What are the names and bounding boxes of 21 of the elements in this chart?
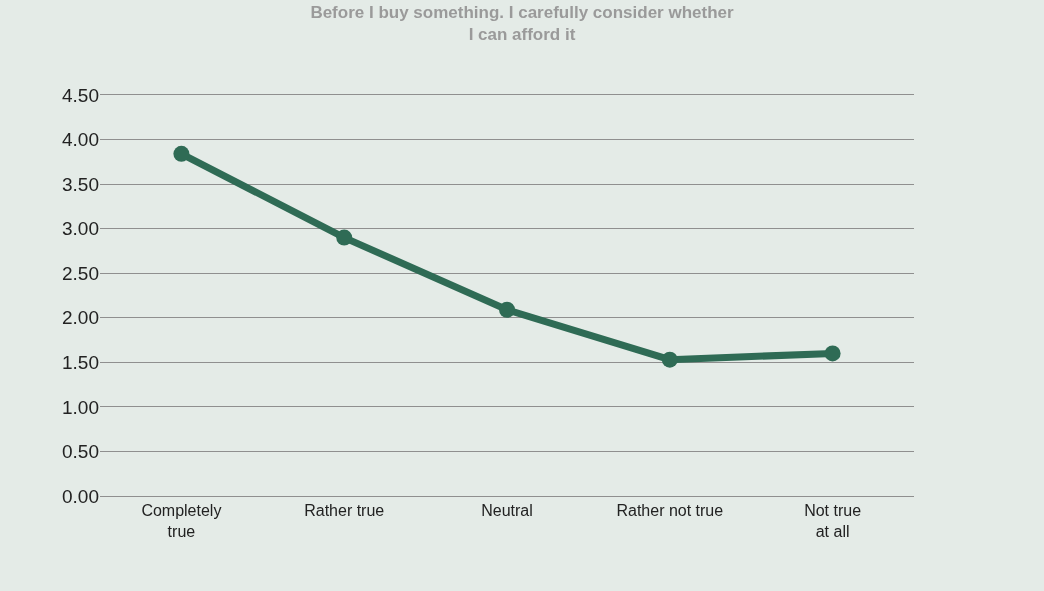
point xyxy=(661,351,678,368)
chart-title: Before I buy something. I carefully consider whether I can afford it xyxy=(310,2,734,44)
y-tick-label: 1.00 xyxy=(62,396,99,418)
x-tick-label: Neutral xyxy=(481,502,533,520)
x-tick-label: Completely true xyxy=(141,502,222,540)
point xyxy=(336,229,353,246)
y-tick-label: 0.50 xyxy=(62,441,99,463)
y-tick-label: 0.00 xyxy=(62,485,99,507)
y-tick-label: 2.00 xyxy=(62,307,99,329)
x-tick-label: Rather true xyxy=(304,502,385,520)
y-tick-label: 1.50 xyxy=(62,351,99,373)
y-tick-label: 3.50 xyxy=(62,173,99,195)
y-tick-label: 3.00 xyxy=(62,218,99,240)
point xyxy=(499,301,515,318)
point xyxy=(824,345,841,362)
x-tick-label: Rather not true xyxy=(616,502,724,520)
x-tick-label: Not true at all xyxy=(804,502,862,540)
y-tick-label: 4.50 xyxy=(62,84,99,106)
y-tick-label: 2.50 xyxy=(62,262,99,284)
y-tick-label: 4.00 xyxy=(62,129,99,151)
point xyxy=(173,145,190,162)
